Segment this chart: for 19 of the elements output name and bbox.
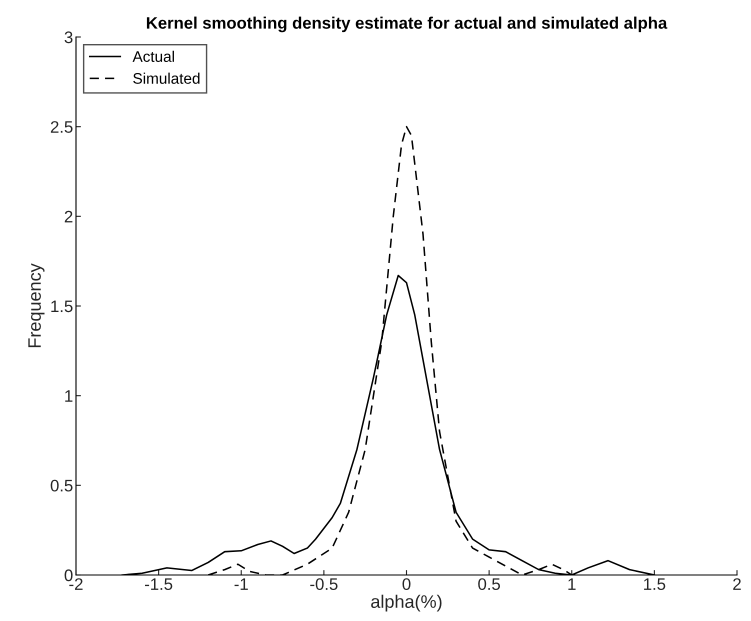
x-tick-label: -0.5: [310, 578, 338, 590]
legend-label: Actual: [132, 50, 174, 62]
x-tick-label: 0: [402, 578, 410, 590]
x-tick-label: -1: [234, 578, 248, 590]
y-tick-label: 1.5: [51, 300, 73, 312]
chart-title: Kernel smoothing density estimate for actual and simulated alpha: [146, 16, 668, 32]
x-tick-label: -1.5: [145, 578, 172, 590]
y-tick-label: 0.5: [50, 480, 73, 492]
y-tick-label: 2: [64, 210, 72, 222]
x-tick-label: 1: [568, 578, 576, 590]
y-tick-label: 1: [65, 390, 72, 402]
y-tick-label: 2.5: [50, 121, 73, 133]
x-tick-label: 0.5: [478, 578, 500, 590]
x-tick-label: 1.5: [644, 578, 666, 590]
y-tick-label: 3: [64, 31, 72, 44]
x-tick-label: 2: [733, 578, 741, 590]
x-axis-title: alpha(%): [371, 594, 442, 612]
legend-label: Simulated: [133, 72, 200, 84]
y-axis-title: Frequency: [28, 263, 44, 348]
